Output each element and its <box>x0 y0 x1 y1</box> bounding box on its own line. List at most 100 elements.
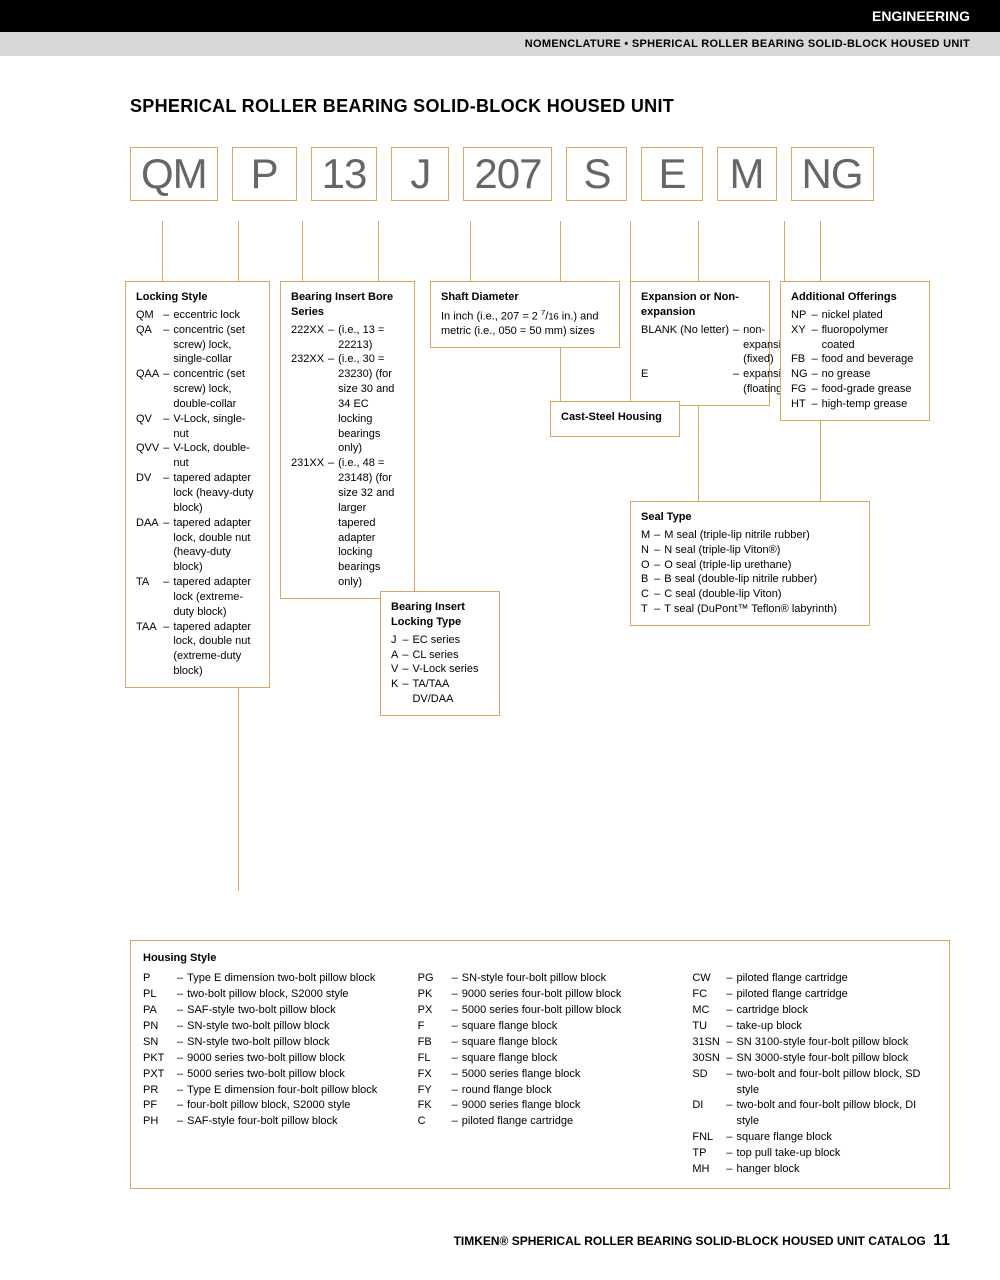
housing-dash: – <box>452 1003 462 1019</box>
definition-row: NG–no grease <box>791 367 919 382</box>
def-dash: – <box>163 323 173 368</box>
def-code: NG <box>791 367 812 382</box>
definition-row: E–expansion (floating) <box>641 367 793 397</box>
housing-row: DI–two-bolt and four-bolt pillow block, … <box>692 1098 937 1130</box>
housing-dash: – <box>726 1130 736 1146</box>
housing-code: FC <box>692 987 726 1003</box>
def-dash: – <box>654 528 664 543</box>
housing-desc: 9000 series four-bolt pillow block <box>462 987 622 1003</box>
housing-desc: round flange block <box>462 1083 622 1099</box>
footer-text: TIMKEN® SPHERICAL ROLLER BEARING SOLID-B… <box>454 1234 926 1248</box>
housing-row: FX–5000 series flange block <box>418 1067 622 1083</box>
housing-row: FB–square flange block <box>418 1035 622 1051</box>
locking-type-box: Bearing Insert Locking Type J–EC seriesA… <box>380 591 500 716</box>
housing-code: 30SN <box>692 1051 726 1067</box>
housing-desc: 5000 series flange block <box>462 1067 622 1083</box>
housing-dash: – <box>177 971 187 987</box>
housing-row: PR–Type E dimension four-bolt pillow blo… <box>143 1083 377 1099</box>
code-j: J <box>391 147 449 201</box>
def-code: FB <box>791 352 812 367</box>
definition-row: T–T seal (DuPont™ Teflon® labyrinth) <box>641 602 837 617</box>
def-dash: – <box>328 352 338 456</box>
def-dash: – <box>402 662 412 677</box>
housing-row: F–square flange block <box>418 1019 622 1035</box>
definition-row: QV–V-Lock, single-nut <box>136 412 259 442</box>
def-code: 231XX <box>291 456 328 590</box>
housing-code: SD <box>692 1067 726 1099</box>
housing-dash: – <box>177 1019 187 1035</box>
definition-row: XY–fluoropolymer coated <box>791 323 919 353</box>
def-code: FG <box>791 382 812 397</box>
def-dash: – <box>812 323 822 353</box>
def-code: 232XX <box>291 352 328 456</box>
def-desc: O seal (triple-lip urethane) <box>664 558 837 573</box>
def-desc: fluoropolymer coated <box>822 323 919 353</box>
def-desc: V-Lock, single-nut <box>173 412 259 442</box>
def-dash: – <box>812 397 822 412</box>
def-desc: N seal (triple-lip Viton®) <box>664 543 837 558</box>
housing-style-title: Housing Style <box>143 951 937 967</box>
housing-dash: – <box>452 1019 462 1035</box>
def-desc: no grease <box>822 367 919 382</box>
def-desc: nickel plated <box>822 308 919 323</box>
housing-desc: hanger block <box>736 1162 937 1178</box>
def-dash: – <box>163 412 173 442</box>
def-code: TAA <box>136 620 163 679</box>
def-desc: B seal (double-lip nitrile rubber) <box>664 572 837 587</box>
housing-desc: SN-style four-bolt pillow block <box>462 971 622 987</box>
definition-row: O–O seal (triple-lip urethane) <box>641 558 837 573</box>
housing-row: MC–cartridge block <box>692 1003 937 1019</box>
expansion-title: Expansion or Non-expansion <box>641 290 759 320</box>
def-desc: C seal (double-lip Viton) <box>664 587 837 602</box>
housing-code: PF <box>143 1098 177 1114</box>
housing-row: P–Type E dimension two-bolt pillow block <box>143 971 377 987</box>
housing-dash: – <box>452 1098 462 1114</box>
definition-row: V–V-Lock series <box>391 662 489 677</box>
def-dash: – <box>654 587 664 602</box>
def-dash: – <box>654 572 664 587</box>
def-desc: V-Lock, double-nut <box>173 441 259 471</box>
housing-code: FY <box>418 1083 452 1099</box>
housing-code: TP <box>692 1146 726 1162</box>
nomenclature-code-row: QM P 13 J 207 S E M NG <box>130 147 950 201</box>
def-code: BLANK (No letter) <box>641 323 733 368</box>
housing-desc: square flange block <box>462 1019 622 1035</box>
def-dash: – <box>654 558 664 573</box>
def-dash: – <box>812 382 822 397</box>
housing-dash: – <box>452 1114 462 1130</box>
housing-desc: SAF-style two-bolt pillow block <box>187 1003 377 1019</box>
housing-row: 30SN–SN 3000-style four-bolt pillow bloc… <box>692 1051 937 1067</box>
housing-code: FL <box>418 1051 452 1067</box>
definition-row: DV–tapered adapter lock (heavy-duty bloc… <box>136 471 259 516</box>
additional-title: Additional Offerings <box>791 290 919 305</box>
locking-style-title: Locking Style <box>136 290 259 305</box>
definition-row: QA–concentric (set screw) lock, single-c… <box>136 323 259 368</box>
def-dash: – <box>328 323 338 353</box>
housing-desc: square flange block <box>736 1130 937 1146</box>
def-desc: tapered adapter lock (heavy-duty block) <box>173 471 259 516</box>
def-code: A <box>391 648 402 663</box>
def-desc: TA/TAA DV/DAA <box>412 677 489 707</box>
code-ng: NG <box>791 147 874 201</box>
definition-row: A–CL series <box>391 648 489 663</box>
housing-dash: – <box>177 1051 187 1067</box>
housing-row: PKT–9000 series two-bolt pillow block <box>143 1051 377 1067</box>
housing-desc: piloted flange cartridge <box>462 1114 622 1130</box>
housing-desc: two-bolt and four-bolt pillow block, DI … <box>736 1098 937 1130</box>
definition-row: TA–tapered adapter lock (extreme-duty bl… <box>136 575 259 620</box>
housing-desc: piloted flange cartridge <box>736 971 937 987</box>
definition-row: QAA–concentric (set screw) lock, double-… <box>136 367 259 412</box>
def-desc: CL series <box>412 648 489 663</box>
housing-dash: – <box>452 1083 462 1099</box>
def-code: J <box>391 633 402 648</box>
housing-dash: – <box>177 1003 187 1019</box>
housing-code: 31SN <box>692 1035 726 1051</box>
housing-code: SN <box>143 1035 177 1051</box>
housing-row: SN–SN-style two-bolt pillow block <box>143 1035 377 1051</box>
housing-dash: – <box>726 1098 736 1130</box>
page-title: SPHERICAL ROLLER BEARING SOLID-BLOCK HOU… <box>130 96 950 117</box>
def-dash: – <box>812 367 822 382</box>
def-dash: – <box>402 633 412 648</box>
housing-code: MC <box>692 1003 726 1019</box>
subtitle-bar: NOMENCLATURE • SPHERICAL ROLLER BEARING … <box>0 32 1000 56</box>
